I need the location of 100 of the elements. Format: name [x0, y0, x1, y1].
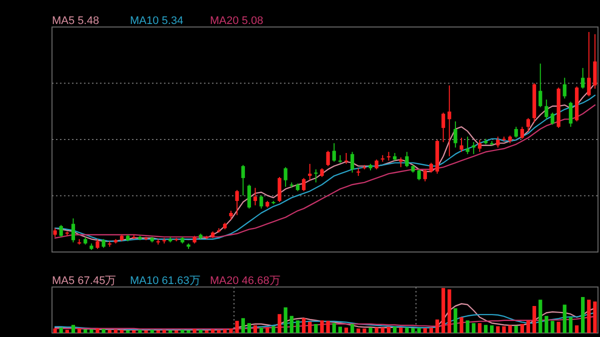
bar — [435, 320, 440, 333]
bar — [296, 320, 300, 333]
bar — [593, 302, 597, 333]
bar — [417, 328, 421, 333]
bar — [490, 325, 494, 333]
bar — [229, 328, 233, 333]
candlestick — [593, 34, 597, 90]
bar — [338, 326, 342, 333]
bar — [217, 330, 221, 333]
candlestick — [423, 168, 427, 182]
bar — [132, 330, 136, 333]
bar — [235, 320, 239, 333]
candlestick — [308, 163, 312, 181]
bar — [532, 306, 536, 333]
bar — [544, 316, 548, 333]
bar — [150, 330, 154, 333]
bar — [538, 300, 542, 333]
bar — [84, 329, 88, 333]
bar — [102, 328, 106, 333]
candlestick — [71, 218, 76, 243]
candlestick — [514, 126, 518, 138]
candlestick — [259, 195, 264, 210]
bar — [77, 328, 82, 333]
bar — [284, 307, 288, 333]
bar — [71, 324, 76, 333]
bar — [180, 330, 184, 333]
candlestick — [278, 176, 282, 203]
candlestick — [454, 120, 458, 148]
bar — [520, 324, 524, 333]
bar — [478, 323, 482, 333]
bar — [302, 318, 306, 333]
bar — [581, 297, 585, 333]
candlestick — [405, 151, 409, 168]
text: MA10 5.34 — [130, 15, 184, 27]
bar — [326, 320, 330, 333]
bar — [314, 324, 318, 333]
bar — [186, 330, 190, 333]
candlestick — [302, 178, 306, 192]
candlestick — [284, 166, 288, 188]
candlestick — [587, 32, 591, 97]
bar — [368, 328, 372, 333]
bar — [587, 300, 591, 333]
bar — [386, 326, 391, 333]
bar — [332, 323, 336, 333]
candlestick — [538, 63, 542, 108]
candlestick — [96, 238, 100, 250]
bar — [514, 326, 518, 333]
bar — [411, 328, 415, 333]
bar — [204, 330, 209, 333]
bar — [108, 330, 112, 333]
candlestick — [350, 151, 354, 174]
candlestick — [429, 162, 433, 174]
bar — [198, 330, 202, 333]
bar — [423, 328, 427, 333]
candlestick — [581, 67, 585, 90]
candlestick — [253, 187, 258, 206]
bar — [399, 328, 403, 333]
bar — [241, 318, 245, 333]
candlestick — [332, 142, 336, 162]
text: MA20 5.08 — [210, 15, 264, 27]
candlestick — [544, 99, 548, 120]
bar — [138, 330, 142, 333]
text: MA5 5.48 — [52, 15, 100, 27]
bar — [162, 330, 166, 333]
candlestick — [526, 118, 530, 132]
candlestick — [326, 150, 330, 167]
bar — [259, 328, 264, 333]
bar — [344, 328, 348, 333]
bar — [374, 328, 378, 333]
bar — [96, 328, 100, 333]
bar — [429, 328, 433, 333]
candlestick — [520, 126, 524, 140]
bar — [356, 328, 360, 333]
bar — [460, 317, 464, 333]
candlestick — [247, 184, 251, 210]
candlestick — [241, 164, 245, 196]
bar — [247, 323, 251, 333]
candlestick — [417, 168, 421, 181]
bar — [454, 308, 458, 333]
candlestick — [460, 137, 464, 152]
bar — [568, 317, 573, 333]
candlestick — [568, 101, 573, 128]
bar — [266, 328, 270, 333]
bar — [380, 328, 384, 333]
bar — [59, 328, 63, 333]
bar — [120, 330, 124, 333]
bar — [526, 320, 530, 333]
candlestick — [374, 159, 378, 170]
bar — [272, 326, 276, 333]
bar — [65, 330, 69, 333]
text: MA5 67.45万 — [52, 275, 116, 287]
candlestick — [478, 139, 482, 152]
bar — [90, 329, 94, 333]
bar — [253, 325, 258, 333]
bar — [223, 329, 227, 333]
text: MA10 61.63万 — [130, 275, 200, 287]
bar — [350, 324, 354, 333]
bar — [210, 329, 215, 333]
bar — [278, 314, 282, 333]
text: MA20 46.68万 — [210, 275, 280, 287]
